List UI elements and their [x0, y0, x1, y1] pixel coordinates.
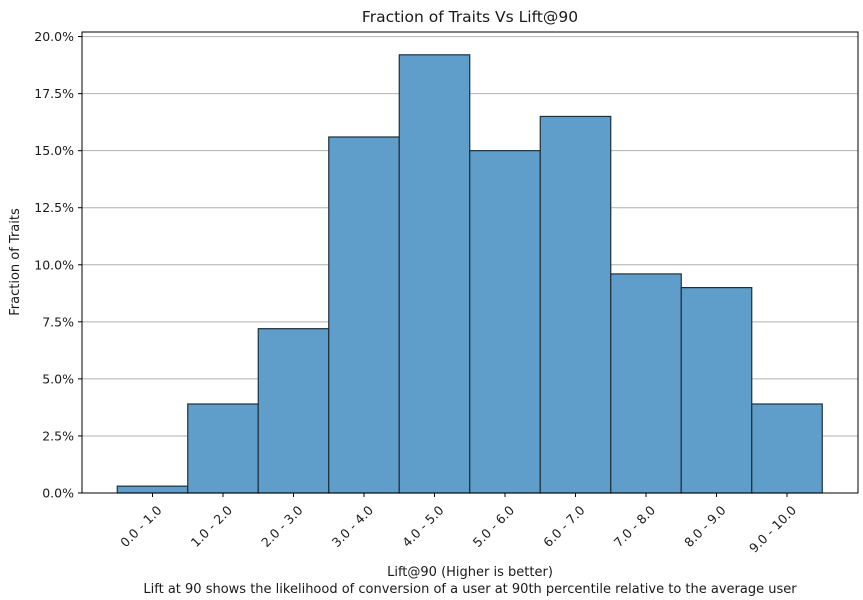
- x-axis-title: Lift@90 (Higher is better): [387, 565, 553, 580]
- y-tick-label: 0.0%: [42, 486, 74, 501]
- x-axis-ticks: 0.0 - 1.0 1.0 - 2.0 2.0 - 3.0 3.0 - 4.0 4.0 …: [117, 493, 799, 556]
- x-axis-caption: Lift at 90 shows the likelihood of conve…: [143, 582, 797, 597]
- bar: [257, 328, 330, 494]
- y-tick-label: 15.0%: [34, 143, 74, 158]
- x-tick-label: 0.0 - 1.0: [117, 502, 165, 550]
- bar: [116, 485, 189, 494]
- bar: [398, 54, 471, 494]
- x-tick-label: 5.0 - 6.0: [470, 502, 518, 550]
- y-axis-ticks: 0.0% 2.5% 5.0% 7.5% 10.0% 12.5% 15.0% 17.5% 20.0…: [34, 29, 82, 501]
- bar: [610, 273, 682, 494]
- y-axis-title: Fraction of Traits: [8, 208, 23, 316]
- x-tick-label: 8.0 - 9.0: [681, 502, 729, 550]
- y-tick-label: 17.5%: [34, 86, 74, 101]
- plot-frame: [81, 31, 859, 494]
- bars: [116, 54, 823, 494]
- bar: [469, 150, 541, 494]
- x-tick-label: 9.0 - 10.0: [746, 502, 799, 555]
- y-tick-label: 7.5%: [42, 314, 74, 329]
- bar: [187, 403, 259, 494]
- bar: [539, 115, 612, 494]
- y-tick-label: 5.0%: [42, 371, 74, 386]
- y-tick-label: 20.0%: [34, 29, 74, 44]
- y-tick-label: 10.0%: [34, 257, 74, 272]
- x-tick-label: 2.0 - 3.0: [258, 502, 306, 550]
- x-tick-label: 3.0 - 4.0: [329, 502, 377, 550]
- y-tick-label: 2.5%: [42, 428, 74, 443]
- chart-title: Fraction of Traits Vs Lift@90: [362, 8, 578, 26]
- x-tick-label: 6.0 - 7.0: [540, 502, 588, 550]
- bar: [680, 287, 753, 494]
- bar: [328, 136, 400, 494]
- x-tick-label: 7.0 - 8.0: [611, 502, 659, 550]
- x-tick-label: 4.0 - 5.0: [399, 502, 447, 550]
- x-tick-label: 1.0 - 2.0: [188, 502, 236, 550]
- bar: [751, 403, 823, 494]
- y-tick-label: 12.5%: [34, 200, 74, 215]
